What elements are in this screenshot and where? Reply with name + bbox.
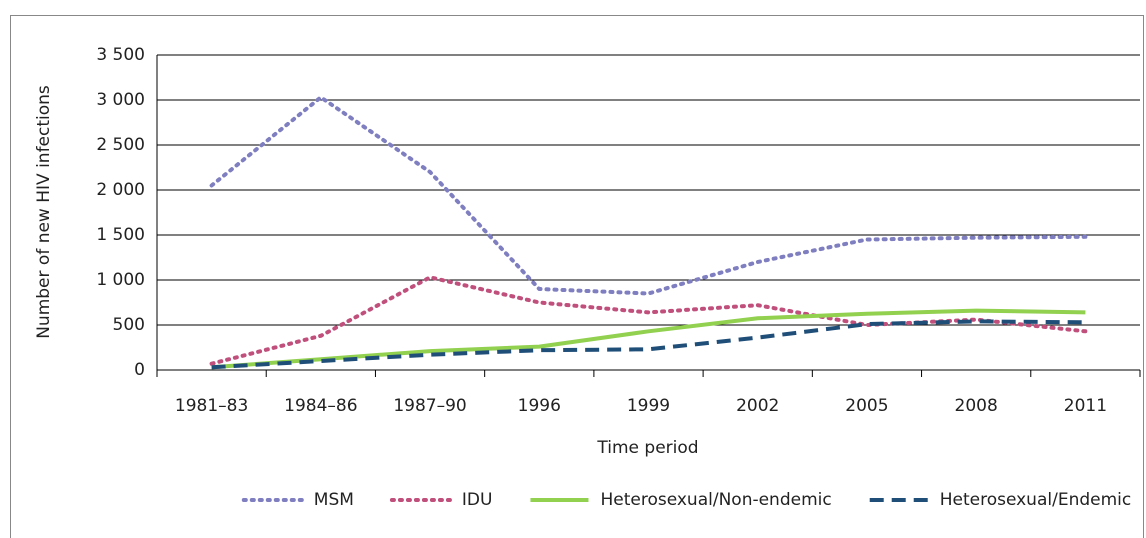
y-tick-label: 500 bbox=[113, 315, 145, 335]
y-tick-label: 3 000 bbox=[96, 90, 145, 110]
series-line bbox=[211, 319, 1086, 370]
x-tick-label: 2011 bbox=[1064, 396, 1107, 416]
y-tick-label: 1 500 bbox=[96, 225, 145, 245]
x-tick-label: 2002 bbox=[736, 396, 779, 416]
legend-label: Heterosexual/Endemic bbox=[940, 490, 1132, 510]
x-tick-label: 2005 bbox=[845, 396, 888, 416]
series-line bbox=[211, 308, 1086, 370]
legend-label: Heterosexual/Non-endemic bbox=[600, 490, 831, 510]
x-tick-label: 1996 bbox=[518, 396, 561, 416]
legend-item: IDU bbox=[389, 490, 493, 510]
legend-item: MSM bbox=[241, 490, 354, 510]
legend-label: MSM bbox=[314, 490, 354, 510]
y-tick-label: 1 000 bbox=[96, 270, 145, 290]
x-tick-label: 1981–83 bbox=[175, 396, 248, 416]
x-tick-label: 1984–86 bbox=[284, 396, 357, 416]
chart-frame bbox=[10, 15, 1144, 538]
x-axis-label: Time period bbox=[596, 438, 698, 458]
x-tick-label: 1987–90 bbox=[393, 396, 466, 416]
y-axis-label: Number of new HIV infections bbox=[34, 85, 54, 339]
series-line bbox=[209, 95, 1088, 296]
legend-item: Heterosexual/Non-endemic bbox=[530, 490, 832, 510]
legend-item: Heterosexual/Endemic bbox=[869, 490, 1132, 510]
x-tick-label: 2008 bbox=[955, 396, 998, 416]
y-tick-label: 3 500 bbox=[96, 45, 145, 65]
legend-label: IDU bbox=[462, 490, 493, 510]
series-line bbox=[209, 275, 1088, 366]
x-tick-label: 1999 bbox=[627, 396, 670, 416]
y-tick-label: 2 500 bbox=[96, 135, 145, 155]
y-tick-label: 2 000 bbox=[96, 180, 145, 200]
y-tick-label: 0 bbox=[134, 360, 145, 380]
